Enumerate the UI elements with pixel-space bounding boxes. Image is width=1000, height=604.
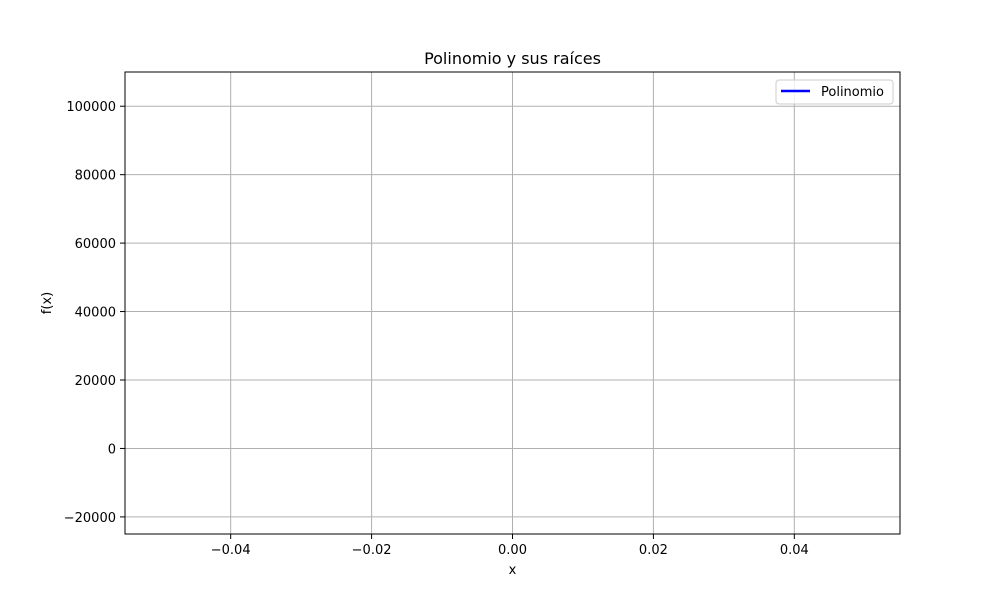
y-tick-label: 80000: [75, 169, 116, 184]
y-axis-label: f(x): [40, 292, 55, 314]
y-tick-label: 0: [108, 442, 116, 457]
y-tick-label: −20000: [64, 511, 116, 526]
y-tick-label: 60000: [75, 237, 116, 252]
x-tick-label: −0.02: [352, 543, 392, 558]
y-tick-label: 20000: [75, 374, 116, 389]
legend-box: [775, 79, 894, 105]
legend: Polinomio: [775, 79, 894, 105]
y-tick-label: 40000: [75, 306, 116, 321]
x-axis-label: x: [509, 563, 517, 578]
y-tick-label: 100000: [66, 100, 116, 115]
x-tick-label: 0.04: [780, 543, 809, 558]
x-axis-ticks: −0.04 −0.02 0.00 0.02 0.04: [211, 534, 809, 558]
y-axis-ticks: −20000 0 20000 40000 60000 80000 100000: [64, 100, 125, 526]
x-tick-label: 0.02: [639, 543, 668, 558]
grid-lines: [125, 72, 900, 534]
legend-label-polinomio: Polinomio: [821, 85, 884, 100]
x-tick-label: 0.00: [498, 543, 527, 558]
x-tick-label: −0.04: [211, 543, 251, 558]
chart-title: Polinomio y sus raíces: [424, 49, 601, 68]
